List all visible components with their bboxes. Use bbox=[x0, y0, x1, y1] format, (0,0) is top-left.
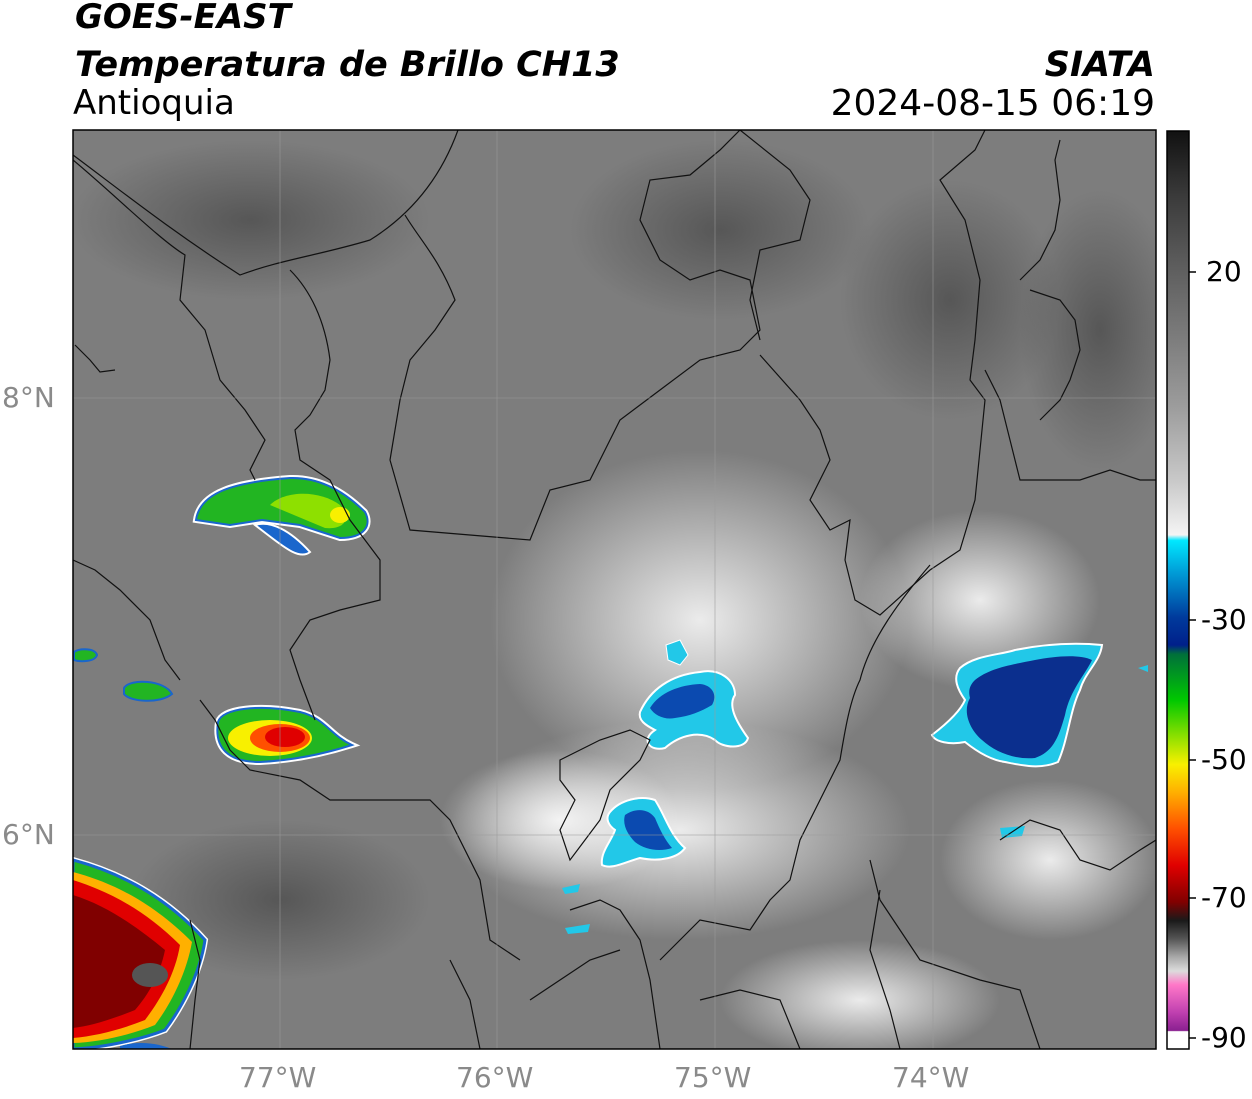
product-title: Temperatura de Brillo CH13 bbox=[75, 45, 620, 85]
x-tick-label: 75°W bbox=[674, 1061, 752, 1094]
cloud-field bbox=[490, 450, 910, 790]
cloud-field bbox=[940, 780, 1156, 940]
warm-surface bbox=[840, 180, 1060, 420]
datetime-label: 2024-08-15 06:19 bbox=[830, 83, 1155, 124]
colorbar-frame bbox=[1166, 130, 1190, 1050]
warm-surface bbox=[73, 140, 430, 300]
colorbar-label: -90 bbox=[1201, 1021, 1247, 1054]
x-tick-label: 76°W bbox=[456, 1061, 534, 1094]
graticule bbox=[73, 130, 1156, 1049]
convective-cell-east-central bbox=[638, 639, 750, 750]
warm-surface bbox=[570, 140, 870, 320]
map-frame bbox=[72, 129, 1157, 1050]
x-tick-label: 74°W bbox=[892, 1061, 970, 1094]
cloud-field bbox=[720, 940, 1000, 1049]
map-area bbox=[73, 130, 1156, 1049]
organization-label: SIATA bbox=[1044, 45, 1155, 85]
convective-cell-north bbox=[192, 474, 371, 556]
y-tick-label: 6°N bbox=[2, 818, 55, 851]
colorbar bbox=[1167, 131, 1189, 1049]
colorbar-label: -50 bbox=[1201, 743, 1247, 776]
colorbar-label: -70 bbox=[1201, 881, 1247, 914]
convective-cell-east bbox=[930, 642, 1148, 838]
convective-cell-small bbox=[73, 648, 174, 702]
x-tick-label: 77°W bbox=[239, 1061, 317, 1094]
colorbar-label: -30 bbox=[1201, 603, 1247, 636]
region-title: Antioquia bbox=[73, 83, 235, 123]
warm-surface bbox=[1020, 190, 1156, 470]
colorbar-ticks bbox=[1189, 271, 1196, 1039]
convective-cell-southwest bbox=[73, 856, 209, 1049]
colorbar-label: 20 bbox=[1206, 255, 1242, 288]
convective-cell-south-central bbox=[562, 797, 687, 934]
boundaries bbox=[73, 130, 1156, 1049]
y-tick-label: 8°N bbox=[2, 381, 55, 414]
satellite-title: GOES-EAST bbox=[75, 0, 291, 37]
